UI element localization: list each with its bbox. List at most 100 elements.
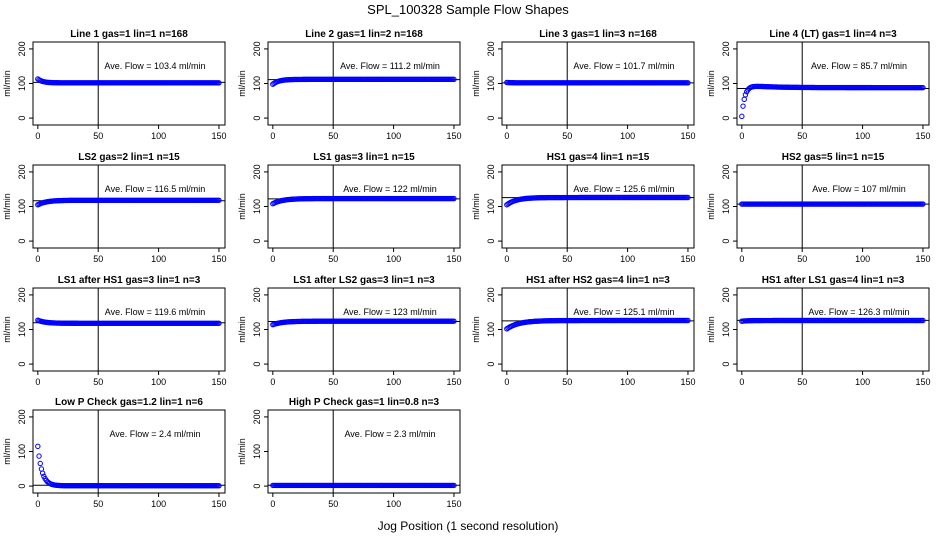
panel-12-ytick-label: 100: [721, 322, 731, 337]
panel-13-point: [35, 443, 41, 450]
panel-14-ylabel: ml/min: [237, 438, 247, 465]
panel-1-xtick-label: 0: [35, 131, 40, 141]
panel-12-xtick-label: 50: [797, 377, 807, 387]
panel-11-xtick-label: 100: [620, 377, 635, 387]
panel-9-ytick-label: 200: [17, 287, 27, 302]
panel-11-ytick-label: 100: [486, 322, 496, 337]
panel-13-ytick-label: 200: [17, 409, 27, 424]
panel-9-ytick-label: 0: [17, 362, 27, 367]
panel-12-title: HS1 after LS1 gas=4 lin=1 n=3: [762, 275, 905, 286]
panel-3-xtick-label: 50: [562, 131, 572, 141]
panel-11-ylabel: ml/min: [471, 316, 481, 343]
panel-7-frame: [501, 164, 695, 249]
panel-6-ytick-label: 0: [252, 239, 262, 244]
panel-6-xtick-label: 100: [386, 254, 401, 264]
panel-8-xtick-label: 50: [797, 254, 807, 264]
panel-11-xtick-label: 0: [504, 377, 509, 387]
panel-12-xtick-label: 100: [855, 377, 870, 387]
panel-3-xtick-label: 150: [680, 131, 695, 141]
panel-9-xtick-label: 0: [35, 377, 40, 387]
panel-5-xtick-label: 100: [151, 254, 166, 264]
panel-1-point: [216, 80, 222, 86]
panel-7-annotation: Ave. Flow = 125.6 ml/min: [573, 184, 674, 194]
panel-3-xtick-label: 100: [620, 131, 635, 141]
panel-3-ytick-label: 200: [486, 41, 496, 56]
panel-7-ylabel: ml/min: [471, 193, 481, 220]
panel-9-annotation: Ave. Flow = 119.6 ml/min: [105, 307, 205, 317]
panel-2-ylabel: ml/min: [237, 70, 247, 97]
panel-14-ytick-label: 0: [252, 484, 262, 489]
panel-5-xtick-label: 0: [35, 254, 40, 264]
panel-14-xtick-label: 50: [328, 499, 338, 509]
panel-4-point: [742, 92, 749, 98]
panel-9-point: [216, 320, 222, 326]
panel-6-xtick-label: 50: [328, 254, 338, 264]
panel-6-title: LS1 gas=3 lin=1 n=15: [313, 152, 415, 163]
panel-14-ytick-label: 200: [252, 409, 262, 424]
panel-13-ytick-label: 100: [17, 444, 27, 459]
panel-1-ytick-label: 200: [17, 41, 27, 56]
panel-6-annotation: Ave. Flow = 122 ml/min: [343, 184, 437, 194]
panel-8-xtick-label: 0: [739, 254, 744, 264]
panel-1-xtick-label: 150: [211, 131, 226, 141]
panel-13-ytick-label: 0: [17, 484, 27, 489]
panel-8-title: HS2 gas=5 lin=1 n=15: [782, 152, 885, 163]
panel-10-frame: [267, 287, 461, 372]
panel-5-point: [216, 197, 222, 203]
panel-4-ylabel: ml/min: [706, 70, 716, 97]
panel-11-ytick-label: 0: [486, 362, 496, 367]
panel-12-ytick-label: 0: [721, 362, 731, 367]
panel-10-ytick-label: 0: [252, 362, 262, 367]
panel-9-xtick-label: 150: [211, 377, 226, 387]
panel-4-title: Line 4 (LT) gas=1 lin=4 n=3: [769, 29, 897, 40]
panel-8-ylabel: ml/min: [706, 193, 716, 220]
panel-13-point: [37, 460, 43, 467]
panel-4-ytick-label: 200: [721, 41, 731, 56]
panel-12-annotation: Ave. Flow = 126.3 ml/min: [808, 307, 909, 317]
panel-11-title: HS1 after HS2 gas=4 lin=1 n=3: [526, 275, 670, 286]
panel-6-xtick-label: 150: [446, 254, 461, 264]
panel-4-annotation: Ave. Flow = 85.7 ml/min: [811, 61, 907, 71]
panel-1-ytick-label: 0: [17, 116, 27, 121]
panel-4-point: [741, 96, 747, 103]
panel-14-xtick-label: 150: [446, 499, 461, 509]
panel-10-xtick-label: 100: [386, 377, 401, 387]
panel-11-xtick-label: 150: [680, 377, 695, 387]
panel-4-ytick-label: 0: [721, 116, 731, 121]
panel-13-xtick-label: 0: [35, 499, 40, 509]
panel-11-frame: [501, 287, 695, 372]
panel-13-annotation: Ave. Flow = 2.4 ml/min: [109, 429, 200, 439]
panel-10-ytick-label: 100: [252, 322, 262, 337]
panel-9-ylabel: ml/min: [2, 316, 12, 343]
panel-10-xtick-label: 0: [270, 377, 275, 387]
panel-7-xtick-label: 150: [680, 254, 695, 264]
panel-11-xtick-label: 50: [562, 377, 572, 387]
panel-8-ytick-label: 0: [721, 239, 731, 244]
panel-4-xtick-label: 150: [915, 131, 930, 141]
panel-3-xtick-label: 0: [504, 131, 509, 141]
panel-7-xtick-label: 50: [562, 254, 572, 264]
panel-2-xtick-label: 0: [270, 131, 275, 141]
panel-7-point: [685, 194, 691, 201]
panel-5-xtick-label: 50: [93, 254, 103, 264]
panel-12-point: [920, 317, 926, 324]
panel-7-ytick-label: 0: [486, 239, 496, 244]
panel-5-ytick-label: 0: [17, 239, 27, 244]
panel-3-point: [685, 80, 691, 86]
panel-13-xtick-label: 150: [211, 499, 226, 509]
panel-1-xtick-label: 50: [93, 131, 103, 141]
panel-13-point: [39, 470, 46, 476]
panel-6-ylabel: ml/min: [237, 193, 247, 220]
panel-7-xtick-label: 100: [620, 254, 635, 264]
panel-13-xtick-label: 100: [151, 499, 166, 509]
panel-9-frame: [32, 287, 226, 372]
panel-4-xtick-label: 0: [739, 131, 744, 141]
panel-7-ytick-label: 200: [486, 164, 496, 179]
panel-12-xtick-label: 0: [739, 377, 744, 387]
panel-6-frame: [267, 164, 461, 249]
panel-10-annotation: Ave. Flow = 123 ml/min: [343, 307, 437, 317]
panel-4-xtick-label: 100: [855, 131, 870, 141]
panel-8-point: [920, 201, 926, 207]
panel-5-annotation: Ave. Flow = 116.5 ml/min: [105, 184, 205, 194]
